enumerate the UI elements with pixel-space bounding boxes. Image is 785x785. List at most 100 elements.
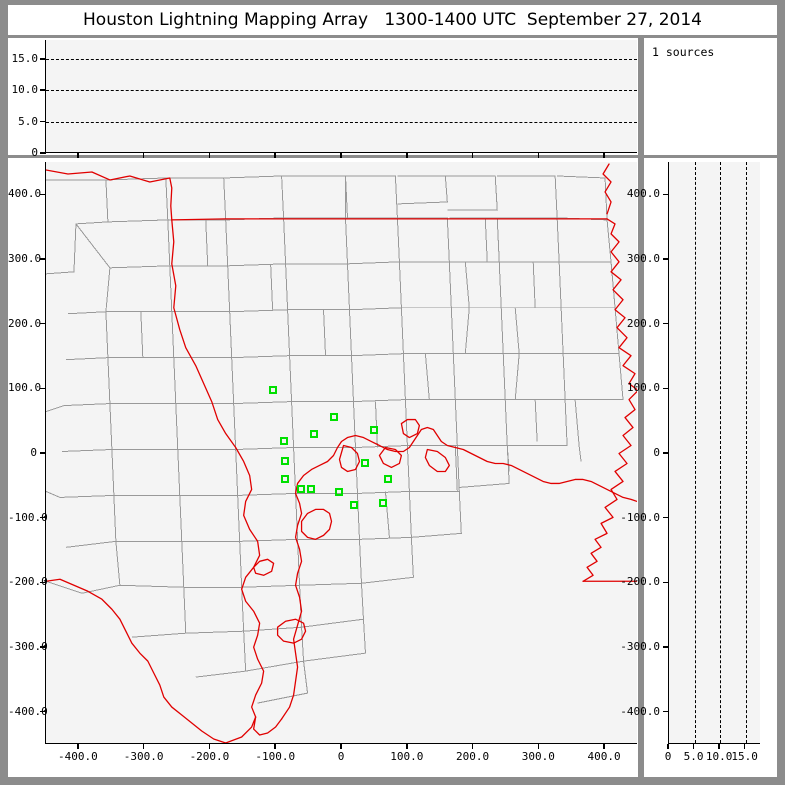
xtick bbox=[603, 744, 605, 749]
ytick-label: 400.0 bbox=[626, 187, 660, 201]
ytick bbox=[663, 710, 669, 713]
xtick bbox=[406, 153, 408, 158]
ytick bbox=[40, 193, 46, 196]
ytick-label: 5.0 bbox=[18, 114, 38, 128]
height-altitude-plot-area bbox=[668, 162, 760, 744]
xtick-label: -300.0 bbox=[123, 750, 164, 763]
state-borders bbox=[46, 163, 637, 743]
ytick bbox=[40, 516, 46, 519]
xtick-label: 100.0 bbox=[390, 750, 424, 763]
xtick bbox=[471, 744, 474, 749]
ytick-label: 300.0 bbox=[8, 252, 42, 265]
xtick bbox=[208, 744, 211, 749]
ytick bbox=[663, 452, 669, 454]
ytick bbox=[663, 258, 669, 260]
xtick-label: 400.0 bbox=[587, 750, 621, 763]
xtick-label: 15.0 bbox=[731, 750, 758, 763]
height-altitude-panel: 0 5.0 10.0 15.0 400.0 300.0 200.0 100.0 0 -100.0 -… bbox=[620, 158, 777, 777]
xtick-label: -200.0 bbox=[189, 750, 230, 763]
ytick-label: 0 bbox=[653, 446, 660, 459]
ytick-label: 300.0 bbox=[626, 252, 660, 265]
lightning-source-marker[interactable] bbox=[361, 458, 370, 467]
xtick bbox=[340, 153, 342, 158]
xtick bbox=[537, 153, 540, 158]
ytick-label: -100.0 bbox=[620, 510, 660, 524]
ytick bbox=[40, 58, 46, 60]
lightning-source-marker[interactable] bbox=[281, 457, 290, 466]
lightning-source-marker[interactable] bbox=[334, 487, 343, 496]
xtick-label: 0 bbox=[337, 750, 345, 763]
ytick bbox=[40, 387, 46, 390]
xtick-label: -400.0 bbox=[58, 750, 98, 763]
xtick bbox=[340, 744, 342, 749]
xtick bbox=[537, 744, 540, 749]
title-bar: Houston Lightning Mapping Array 1300-140… bbox=[8, 5, 777, 35]
map-geography bbox=[46, 163, 637, 743]
ytick bbox=[40, 258, 46, 260]
xtick bbox=[77, 744, 79, 749]
ytick bbox=[663, 516, 669, 519]
ytick bbox=[40, 710, 46, 713]
gridline-y bbox=[46, 58, 637, 60]
lightning-source-marker[interactable] bbox=[330, 413, 339, 422]
gridline-x bbox=[720, 162, 722, 743]
lightning-source-marker[interactable] bbox=[384, 474, 393, 483]
lightning-source-marker[interactable] bbox=[378, 499, 387, 508]
ytick-label: -200.0 bbox=[620, 575, 660, 589]
ytick-label: 15.0 bbox=[11, 51, 39, 65]
time-height-plot-area bbox=[45, 40, 637, 153]
xtick-label: 0 bbox=[664, 750, 672, 763]
xtick bbox=[208, 153, 211, 158]
lightning-source-marker[interactable] bbox=[297, 485, 306, 494]
ytick bbox=[663, 646, 669, 648]
ytick-label: 10.0 bbox=[11, 83, 39, 97]
ytick-label: 0 bbox=[31, 146, 38, 159]
lightning-source-marker[interactable] bbox=[349, 500, 358, 509]
ytick bbox=[663, 193, 669, 196]
source-count-label: 1 sources bbox=[652, 45, 715, 59]
xtick bbox=[406, 744, 408, 749]
xtick bbox=[471, 153, 474, 158]
xtick-label: 5.0 bbox=[683, 750, 704, 763]
lightning-source-marker[interactable] bbox=[370, 426, 379, 435]
xtick bbox=[692, 744, 695, 749]
time-height-panel: 05.010.015.0-400.0-300.0-200.0-100.00100… bbox=[8, 38, 638, 171]
lightning-source-marker[interactable] bbox=[268, 385, 277, 394]
lightning-source-marker[interactable] bbox=[281, 474, 290, 483]
ytick-label: 100.0 bbox=[626, 381, 660, 395]
ytick-label: 200.0 bbox=[626, 316, 660, 330]
ytick-label: 0 bbox=[30, 446, 37, 459]
ytick bbox=[40, 89, 46, 91]
source-count-panel: 1 sources bbox=[644, 38, 777, 155]
xtick bbox=[142, 153, 145, 158]
ytick-label: 200.0 bbox=[8, 316, 42, 330]
xtick-label: 300.0 bbox=[521, 750, 555, 763]
ytick bbox=[663, 322, 669, 325]
ytick-label: -400.0 bbox=[620, 704, 660, 718]
xtick bbox=[603, 153, 605, 158]
xtick bbox=[77, 153, 79, 158]
lightning-source-marker[interactable] bbox=[280, 437, 289, 446]
gridline-y bbox=[46, 121, 637, 123]
xtick-label: -100.0 bbox=[255, 750, 296, 763]
gridline-y bbox=[46, 90, 637, 92]
xtick-label: 10.0 bbox=[705, 750, 733, 763]
ytick bbox=[40, 120, 46, 123]
ytick-label: -300.0 bbox=[620, 640, 660, 653]
plan-view-map-panel: 400.0 300.0 200.0 100.0 0 -100.0 -200.0 -300.0 -… bbox=[8, 158, 638, 777]
gridline-x bbox=[745, 162, 747, 743]
xtick-label: 200.0 bbox=[455, 750, 490, 763]
gridline-x bbox=[694, 162, 696, 743]
ytick bbox=[40, 452, 46, 454]
ytick bbox=[40, 646, 46, 648]
ytick-label: 100.0 bbox=[8, 381, 42, 395]
xtick bbox=[667, 744, 669, 749]
plan-view-plot-area[interactable] bbox=[45, 162, 637, 744]
lightning-source-marker[interactable] bbox=[307, 484, 316, 493]
page-title: Houston Lightning Mapping Array 1300-140… bbox=[83, 10, 702, 30]
ytick bbox=[40, 152, 46, 154]
ytick bbox=[40, 322, 46, 325]
ytick bbox=[40, 581, 46, 584]
lightning-source-marker[interactable] bbox=[310, 429, 319, 438]
